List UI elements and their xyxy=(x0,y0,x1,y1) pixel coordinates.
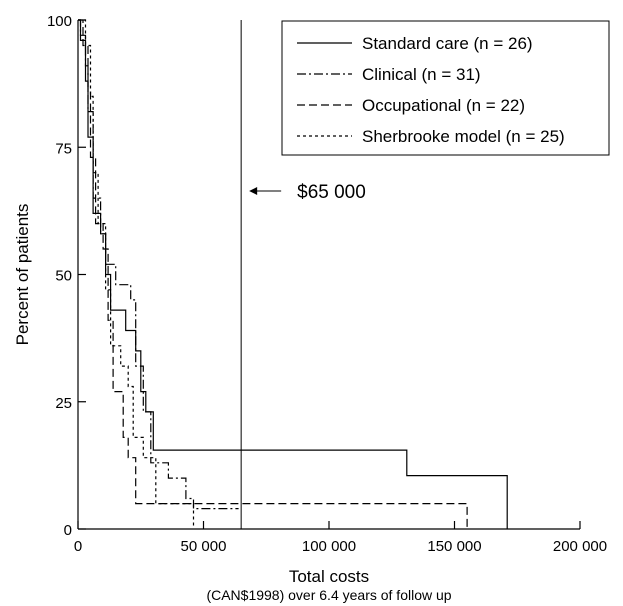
x-tick-label: 0 xyxy=(74,538,82,555)
series-line-standard-care xyxy=(78,19,508,529)
y-axis-label: Percent of patients xyxy=(13,204,32,346)
x-axis-sublabel: (CAN$1998) over 6.4 years of follow up xyxy=(206,587,451,603)
y-ticks: 0 25 50 75 100 xyxy=(47,13,86,539)
series-line-clinical xyxy=(78,19,239,510)
reference-label: $65 000 xyxy=(297,182,366,203)
series-layer xyxy=(78,19,508,529)
legend-label: Standard care (n = 26) xyxy=(362,34,533,53)
series-line-sherbrooke-model xyxy=(78,19,195,529)
x-tick-label: 200 000 xyxy=(553,538,607,555)
y-tick-label: 0 xyxy=(64,522,72,539)
y-tick-label: 100 xyxy=(47,13,72,30)
legend-label: Occupational (n = 22) xyxy=(362,96,525,115)
x-ticks: 0 50 000 100 000 150 000 200 000 xyxy=(74,521,607,555)
legend: Standard care (n = 26) Clinical (n = 31) O… xyxy=(281,20,610,156)
y-tick-label: 25 xyxy=(55,395,72,412)
legend-label: Clinical (n = 31) xyxy=(362,65,481,84)
y-tick-label: 50 xyxy=(55,268,72,285)
x-tick-label: 150 000 xyxy=(427,538,481,555)
y-tick-label: 75 xyxy=(55,140,72,157)
reference-arrow-head xyxy=(249,187,258,195)
legend-label: Sherbrooke model (n = 25) xyxy=(362,127,565,146)
x-tick-label: 100 000 xyxy=(302,538,356,555)
series-line-occupational xyxy=(78,19,468,529)
annotation-layer: $65 000 xyxy=(240,20,366,529)
x-tick-label: 50 000 xyxy=(181,538,227,555)
x-axis-label: Total costs xyxy=(289,567,369,586)
